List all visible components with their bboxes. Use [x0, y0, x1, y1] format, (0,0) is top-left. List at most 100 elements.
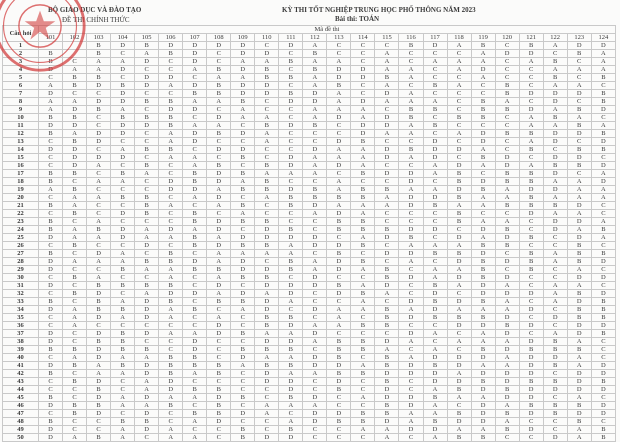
- answer-cell: B: [182, 241, 208, 250]
- answer-cell: B: [326, 81, 352, 90]
- answer-cell: D: [470, 281, 496, 290]
- answer-cell: C: [254, 257, 280, 266]
- answer-cell: C: [86, 321, 112, 330]
- answer-cell: C: [590, 113, 617, 122]
- answer-cell: D: [326, 361, 352, 370]
- answer-cell: C: [446, 329, 472, 338]
- answer-cell: A: [350, 233, 376, 242]
- answer-cell: D: [398, 297, 424, 306]
- answer-cell: A: [254, 329, 280, 338]
- answer-cell: B: [86, 49, 112, 58]
- answer-cell: B: [566, 121, 592, 130]
- answer-cell: A: [350, 305, 376, 314]
- answer-cell: D: [158, 385, 184, 394]
- answer-cell: C: [302, 425, 328, 434]
- answer-cell: A: [374, 81, 400, 90]
- answer-cell: A: [350, 361, 376, 370]
- answer-cell: D: [182, 337, 208, 346]
- answer-cell: D: [374, 153, 400, 162]
- answer-cell: B: [446, 385, 472, 394]
- answer-cell: A: [254, 353, 280, 362]
- answer-cell: C: [134, 433, 160, 442]
- answer-cell: A: [254, 289, 280, 298]
- answer-cell: D: [590, 137, 617, 146]
- answer-cell: C: [37, 289, 64, 298]
- answer-cell: B: [494, 385, 520, 394]
- answer-cell: B: [350, 257, 376, 266]
- answer-cell: D: [326, 113, 352, 122]
- answer-cell: C: [350, 401, 376, 410]
- answer-cell: C: [134, 337, 160, 346]
- answer-cell: B: [542, 377, 568, 386]
- answer-cell: D: [398, 401, 424, 410]
- answer-cell: B: [350, 321, 376, 330]
- answer-cell: B: [542, 57, 568, 66]
- answer-cell: D: [86, 249, 112, 258]
- answer-cell: D: [494, 153, 520, 162]
- answer-cell: C: [37, 377, 64, 386]
- answer-cell: A: [254, 249, 280, 258]
- answer-cell: B: [350, 289, 376, 298]
- answer-cell: B: [278, 345, 304, 354]
- answer-cell: D: [302, 353, 328, 362]
- answer-cell: C: [62, 265, 88, 274]
- answer-cell: C: [470, 209, 496, 218]
- answer-cell: A: [374, 289, 400, 298]
- answer-cell: C: [206, 105, 232, 114]
- answer-cell: A: [446, 57, 472, 66]
- answer-cell: A: [86, 361, 112, 370]
- answer-cell: B: [37, 129, 64, 138]
- answer-cell: D: [398, 193, 424, 202]
- answer-cell: A: [326, 305, 352, 314]
- exam-code-124: 124: [590, 33, 617, 42]
- answer-cell: A: [158, 233, 184, 242]
- answer-cell: A: [158, 329, 184, 338]
- answer-cell: B: [254, 121, 280, 130]
- answer-cell: D: [398, 393, 424, 402]
- answer-cell: D: [470, 225, 496, 234]
- answer-cell: B: [206, 401, 232, 410]
- exam-code-110: 110: [254, 33, 280, 42]
- answer-cell: B: [278, 361, 304, 370]
- answer-cell: A: [182, 393, 208, 402]
- answer-cell: D: [254, 233, 280, 242]
- answer-cell: B: [350, 337, 376, 346]
- answer-cell: A: [494, 297, 520, 306]
- answer-cell: B: [590, 89, 617, 98]
- answer-cell: D: [254, 297, 280, 306]
- answer-cell: C: [278, 129, 304, 138]
- answer-cell: D: [37, 121, 64, 130]
- answer-cell: C: [278, 49, 304, 58]
- answer-cell: C: [254, 209, 280, 218]
- answer-cell: A: [542, 249, 568, 258]
- answer-cell: B: [542, 345, 568, 354]
- answer-cell: B: [518, 249, 544, 258]
- answer-cell: A: [254, 113, 280, 122]
- answer-cell: B: [422, 297, 448, 306]
- answer-cell: D: [182, 49, 208, 58]
- answer-cell: B: [446, 217, 472, 226]
- answer-cell: B: [278, 193, 304, 202]
- answer-cell: D: [230, 129, 256, 138]
- answer-cell: B: [206, 297, 232, 306]
- answer-cell: B: [86, 305, 112, 314]
- answer-cell: C: [398, 265, 424, 274]
- answer-cell: C: [398, 385, 424, 394]
- answer-cell: B: [278, 89, 304, 98]
- table-row: 30 C B A C C A C A B B C D C C B D A D B D C C D D: [2, 273, 617, 282]
- answer-cell: A: [86, 193, 112, 202]
- answer-cell: D: [518, 369, 544, 378]
- answer-cell: C: [230, 137, 256, 146]
- answer-cell: B: [326, 345, 352, 354]
- answer-cell: B: [470, 41, 496, 50]
- answer-cell: B: [182, 305, 208, 314]
- answer-cell: B: [278, 201, 304, 210]
- answer-cell: C: [110, 377, 136, 386]
- answer-cell: D: [302, 361, 328, 370]
- answer-cell: C: [302, 249, 328, 258]
- answer-cell: A: [206, 73, 232, 82]
- answer-cell: A: [326, 201, 352, 210]
- answer-cell: A: [278, 169, 304, 178]
